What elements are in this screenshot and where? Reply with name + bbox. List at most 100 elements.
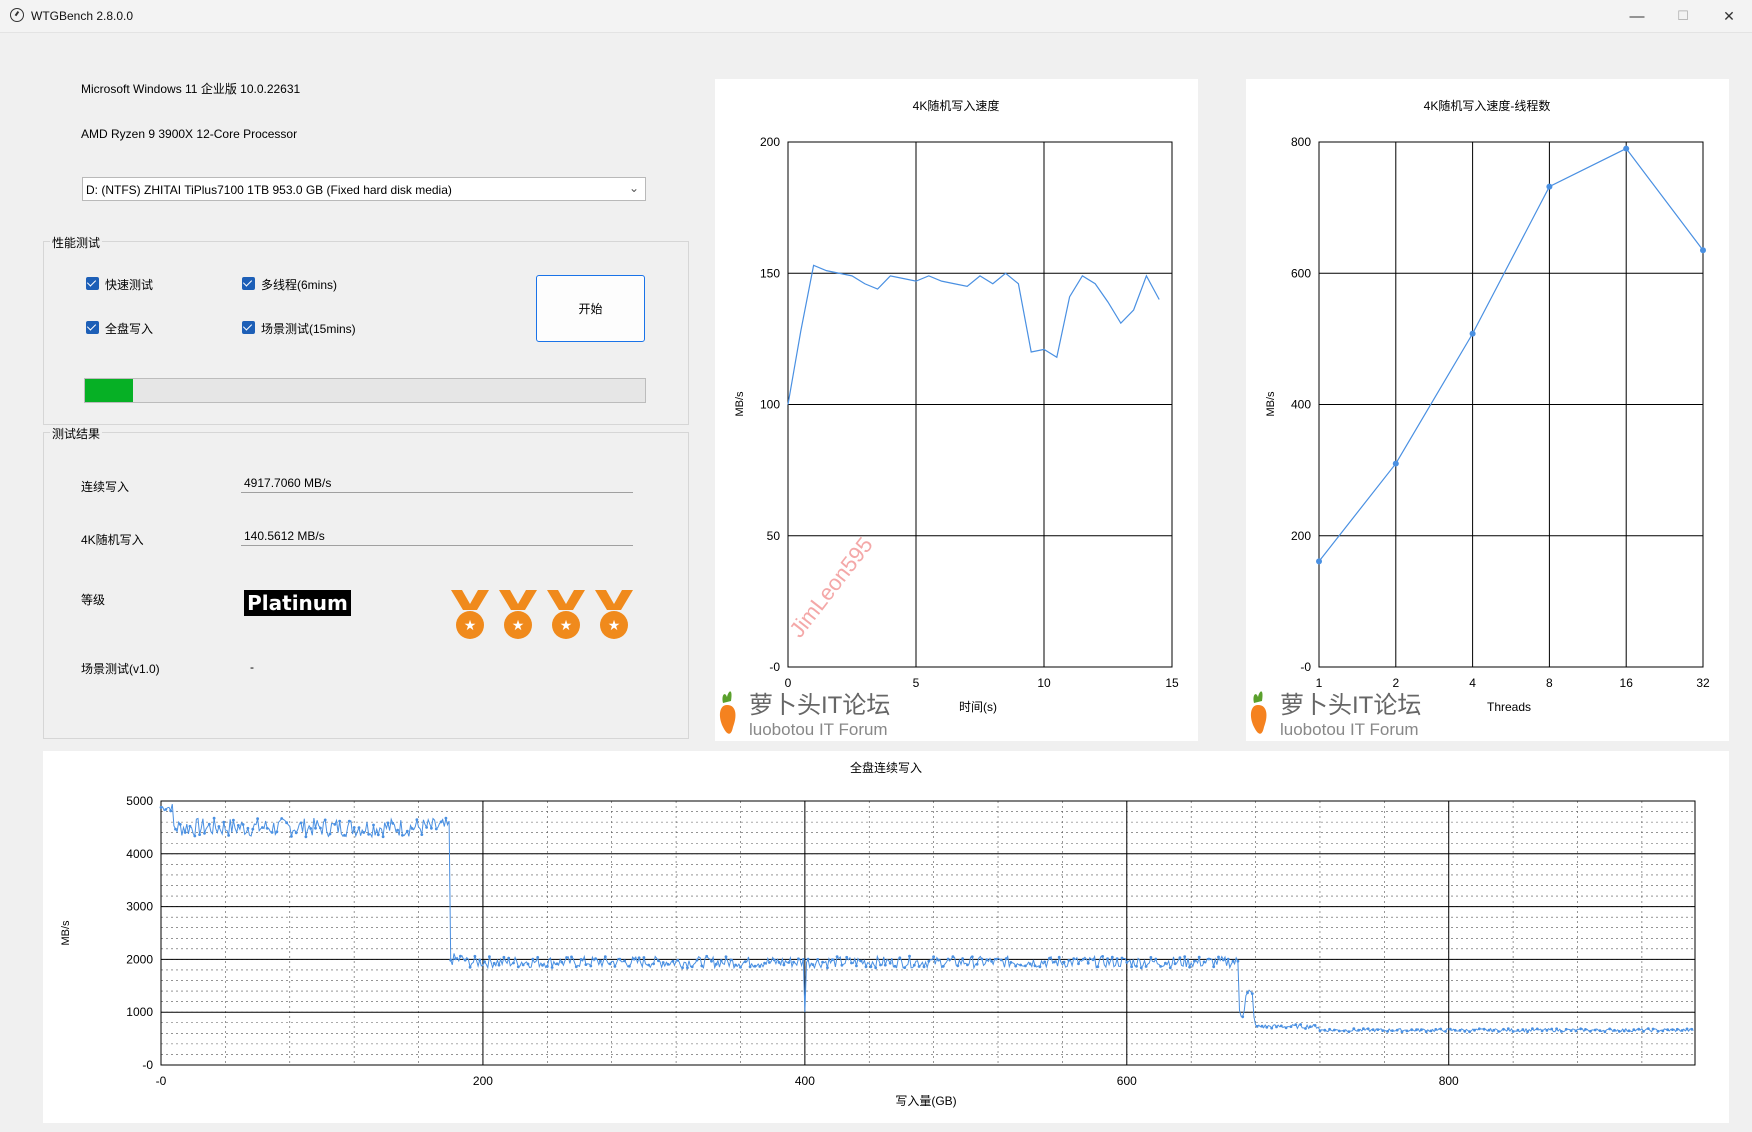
seq-write-label: 连续写入 — [81, 480, 130, 494]
perf-test-group — [43, 241, 689, 425]
minimize-button[interactable]: — — [1629, 7, 1645, 25]
data-point — [463, 958, 467, 962]
data-point — [623, 959, 626, 963]
data-point — [1154, 957, 1158, 961]
y-axis-label: MB/s — [60, 920, 72, 946]
data-point — [1260, 1024, 1264, 1028]
data-point — [941, 964, 945, 968]
data-point — [1164, 961, 1167, 965]
data-point — [888, 961, 892, 965]
data-point — [1526, 1030, 1529, 1033]
y-tick-label: 5000 — [126, 794, 153, 808]
multithread-checkbox[interactable] — [242, 277, 255, 290]
data-point — [1381, 1029, 1385, 1032]
full-write-label: 全盘写入 — [105, 322, 154, 336]
data-point — [1453, 1028, 1457, 1032]
data-point — [1545, 1029, 1549, 1032]
data-point — [1236, 959, 1240, 963]
data-point — [628, 964, 631, 968]
data-point — [1173, 962, 1177, 966]
x-axis-label: 写入量(GB) — [895, 1094, 956, 1108]
data-point — [275, 830, 279, 834]
data-point — [545, 965, 549, 968]
data-point — [1482, 1027, 1486, 1031]
data-point — [1574, 1029, 1578, 1033]
x-tick-label: 4 — [1469, 676, 1476, 690]
data-point — [1535, 1027, 1539, 1031]
scene-test-checkbox[interactable] — [242, 321, 255, 334]
data-point — [1304, 1027, 1307, 1030]
chart-4k-threads: 4K随机写入速度-线程数 1 2 4 8 16 32 -0 200 400 600 800 Thread… — [1250, 98, 1710, 739]
data-point — [937, 958, 940, 962]
data-point — [932, 955, 935, 959]
quick-test-checkbox[interactable] — [86, 277, 99, 290]
data-point — [391, 821, 395, 825]
plot-area — [160, 800, 1696, 1066]
data-point — [227, 834, 231, 837]
data-point — [541, 963, 544, 967]
cpu-info: AMD Ryzen 9 3900X 12-Core Processor — [81, 127, 298, 141]
data-point — [666, 962, 670, 966]
data-point — [845, 955, 849, 959]
data-point — [1212, 965, 1216, 969]
data-point — [1270, 1026, 1274, 1030]
svg-text:★: ★ — [560, 617, 573, 633]
data-point — [1333, 1028, 1336, 1032]
drive-select[interactable]: D: (NTFS) ZHITAI TiPlus7100 1TB 953.0 GB… — [82, 177, 646, 201]
data-point — [420, 833, 424, 836]
data-point — [840, 963, 844, 967]
medal-icon: ★ — [499, 590, 537, 639]
data-point — [1371, 1028, 1375, 1031]
full-write-checkbox[interactable] — [86, 321, 99, 334]
data-point — [1028, 962, 1032, 966]
data-point — [222, 820, 226, 824]
rand-write-value: 140.5612 MB/s — [244, 529, 325, 543]
data-point — [1400, 1030, 1404, 1034]
data-point — [801, 958, 805, 961]
seq-write-value: 4917.7060 MB/s — [244, 476, 332, 490]
data-point — [1250, 992, 1254, 995]
data-point — [381, 835, 385, 839]
data-point — [1217, 955, 1220, 959]
data-point — [1439, 1027, 1443, 1031]
data-point — [1444, 1030, 1447, 1033]
chart-panel-4k-time: 4K随机写入速度 0 5 10 15 -0 50 100 150 200 时间(s) MB/s JimL… — [715, 79, 1198, 741]
data-point — [555, 962, 559, 966]
data-point — [912, 963, 916, 967]
data-point — [700, 964, 704, 968]
close-button[interactable]: ✕ — [1723, 7, 1735, 24]
carrot-icon — [719, 705, 736, 734]
data-point — [855, 964, 858, 968]
data-point — [956, 964, 960, 968]
chart-panel-full-write: 全盘连续写入 -0 200 400 600 800 -0 1000 2000 3000 4000 50… — [43, 751, 1729, 1123]
data-point — [758, 965, 762, 968]
data-point — [405, 829, 409, 833]
data-point — [1038, 965, 1042, 969]
data-point — [734, 963, 737, 967]
y-tick-label: 200 — [1291, 529, 1311, 543]
chevron-down-icon[interactable]: ⌄ — [628, 181, 639, 195]
window-title: WTGBench 2.8.0.0 — [31, 9, 134, 23]
data-point — [1502, 1027, 1505, 1031]
data-point — [763, 961, 766, 965]
data-point — [304, 835, 308, 839]
data-point — [1560, 1030, 1563, 1033]
data-point — [1685, 1027, 1689, 1031]
perf-test-title: 性能测试 — [50, 234, 103, 251]
title-bar[interactable]: WTGBench 2.8.0.0 — ☐ ✕ — [0, 0, 1752, 33]
chart-4k-random-write: 4K随机写入速度 0 5 10 15 -0 50 100 150 200 时间(s) MB/s JimL… — [719, 98, 1179, 739]
maximize-button[interactable]: ☐ — [1677, 8, 1689, 23]
data-point — [1477, 1027, 1481, 1031]
data-point — [1434, 1028, 1438, 1031]
start-button[interactable]: 开始 — [536, 275, 645, 342]
data-point — [821, 960, 824, 964]
data-point — [777, 961, 781, 964]
data-point — [1072, 957, 1076, 961]
data-point — [164, 808, 168, 811]
data-point — [1115, 957, 1119, 960]
data-point — [1458, 1029, 1462, 1032]
data-point — [1004, 957, 1008, 961]
data-point — [1540, 1029, 1544, 1033]
